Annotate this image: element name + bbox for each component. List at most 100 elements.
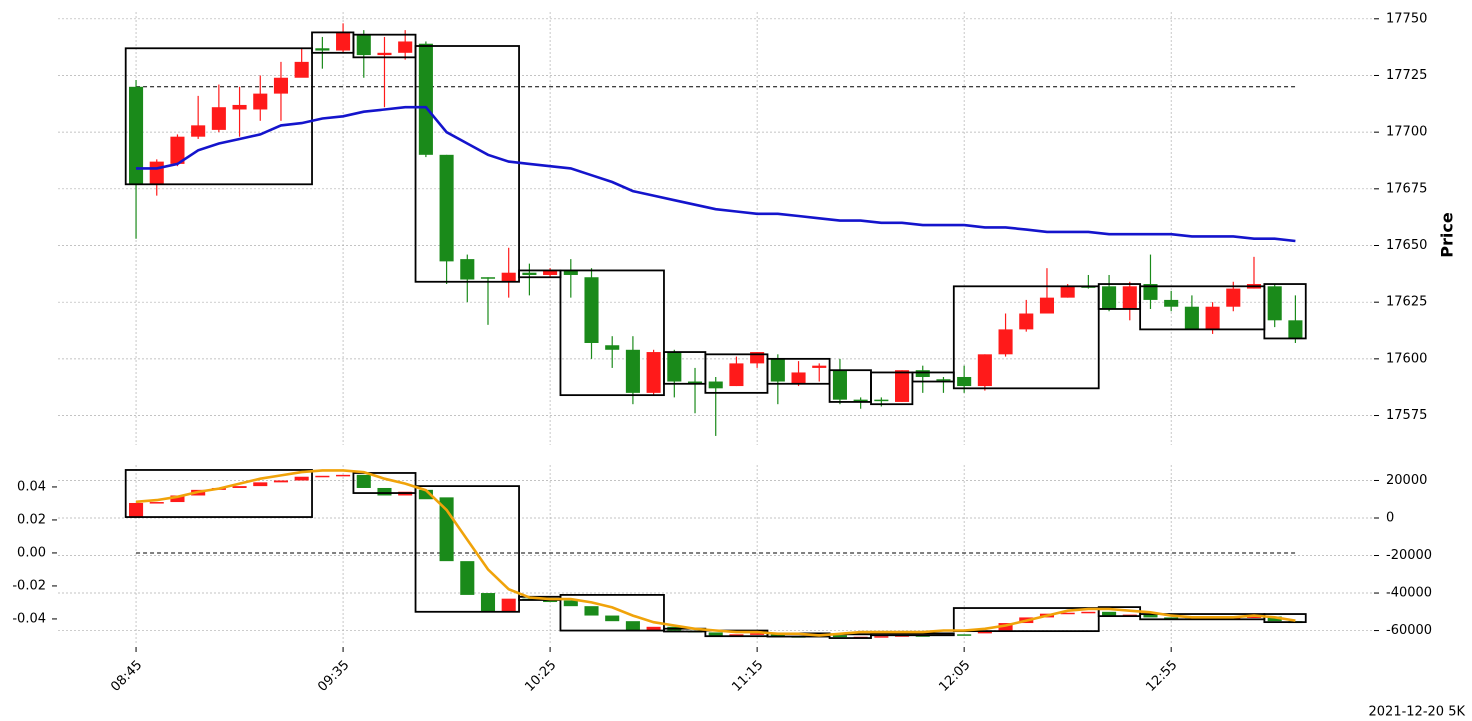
y-tick-label: 0 [1386,510,1394,525]
candle-body [646,626,661,631]
candle-body [563,600,578,607]
candle-body [998,329,1013,355]
y-axis-label: Price [1438,212,1457,258]
y2-tick-label: -0.04 [12,611,46,626]
candle-body [1102,611,1117,616]
candle-body [315,48,330,51]
candle-body [480,593,496,612]
y-tick-label: -40000 [1386,586,1432,601]
line-series [136,105,1296,243]
candle-body [895,370,910,402]
candle-body [584,606,599,616]
candle-body [1267,616,1282,622]
candle-body [605,615,620,622]
candle-body [915,370,930,377]
candle-body [480,277,496,279]
candle-body [191,125,206,137]
candle-body [605,345,620,350]
y-tick-label: 17750 [1386,11,1427,26]
candle-body [563,270,578,275]
candle-body [708,381,723,389]
y2-tick-label: 0.02 [17,512,46,527]
candle-body [1019,313,1034,330]
y-tick-label: 20000 [1386,473,1427,488]
candle-body [584,277,599,343]
range-box [828,633,872,639]
candle-body [625,621,640,631]
candle-body [770,358,785,382]
x-tick-label: 08:45 [108,658,145,695]
candle-body [625,349,640,393]
candle-body [356,34,371,56]
candle-body [398,41,413,53]
range-box [124,469,313,518]
candle-body [1060,286,1075,298]
candle-body [253,482,268,487]
y-tick-label: 17700 [1386,125,1427,140]
candle-body [998,623,1013,632]
candle-body [1288,320,1303,339]
candle-body [687,381,703,384]
range-box [952,285,1100,390]
candle-body [377,487,392,496]
candle-body [936,379,951,381]
candle-body [149,502,164,504]
candle-body [129,502,144,518]
candle-body [336,32,351,51]
candle-body [1081,611,1096,614]
y-tick-label: -60000 [1386,623,1432,638]
candle-body [232,486,247,488]
range-box [952,607,1100,633]
candle-body [1102,286,1117,309]
x-tick-label: 11:15 [729,658,766,695]
candle-body [708,632,723,637]
y-tick-label: 17625 [1386,295,1427,310]
candle-body [149,161,164,185]
y-tick-label: 17675 [1386,181,1427,196]
y2-tick-label: 0.04 [17,479,46,494]
x-tick-label: 10:25 [522,658,559,695]
candle-body [750,352,765,364]
candle-body [853,399,868,402]
candle-body [1226,288,1241,307]
candle-body [460,259,475,280]
candle-body [501,598,516,612]
candle-body [460,561,475,595]
candle-body [522,272,537,275]
candle-body [812,365,827,368]
candle-body [418,489,433,500]
candle-body [791,372,806,384]
x-tick-label: 09:35 [315,658,352,695]
y-tick-label: 17650 [1386,238,1427,253]
candle-body [1143,614,1158,618]
footnote: 2021-12-20 5K [1369,705,1466,720]
candle-body [294,476,309,481]
candle-body [977,631,992,634]
candle-body [501,272,516,282]
candle-body [1164,299,1179,307]
candle-body [170,495,185,503]
range-box [559,594,665,632]
candle-body [1205,306,1220,330]
candle-body [439,154,454,262]
candle-body [729,363,744,387]
candle-body [729,634,744,637]
candle-body [543,270,558,275]
candle-body [273,480,289,483]
candle-body [273,77,289,94]
candle-body [1122,286,1137,309]
range-box [1263,613,1307,624]
candle-body [1184,306,1199,330]
candle-body [170,136,185,164]
candle-body [418,43,433,155]
candle-body [377,52,392,56]
range-box [1263,283,1307,340]
candle-body [1143,284,1158,300]
candle-body [543,600,558,603]
candle-body [957,376,972,387]
candle-body [294,61,309,78]
candle-body [1267,286,1282,321]
range-box [870,371,914,406]
candle-body [667,352,682,382]
